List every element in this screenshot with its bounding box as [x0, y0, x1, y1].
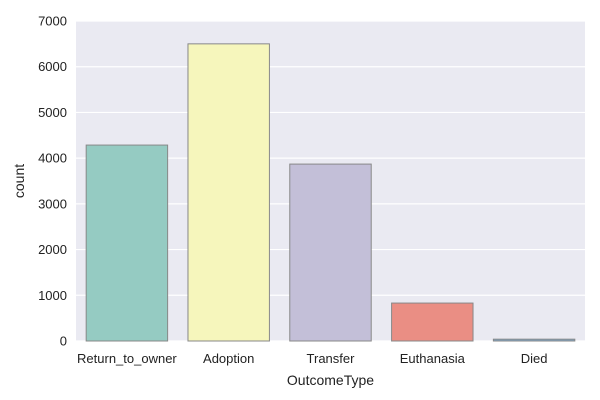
y-tick-label: 5000: [38, 105, 67, 120]
x-tick-labels: Return_to_owner Adoption Transfer Euthanasi…: [77, 351, 547, 366]
bars: [85, 43, 576, 342]
x-tick-label: Euthanasia: [400, 351, 466, 366]
bar-euthanasia: [391, 302, 474, 342]
bar-transfer: [289, 163, 372, 342]
x-tick-label: Return_to_owner: [77, 351, 177, 366]
y-tick-label: 6000: [38, 59, 67, 74]
y-tick-label: 2000: [38, 242, 67, 257]
y-tick-label: 1000: [38, 288, 67, 303]
y-tick-label: 4000: [38, 151, 67, 166]
bar-adoption: [187, 43, 270, 342]
y-axis-label: count: [11, 164, 27, 198]
bar-return-to-owner: [85, 144, 169, 342]
x-tick-label: Adoption: [203, 351, 254, 366]
x-tick-label: Died: [521, 351, 548, 366]
bar-died: [492, 338, 576, 342]
y-tick-label: 3000: [38, 196, 67, 211]
y-tick-labels: 0 1000 2000 3000 4000 5000 6000 7000: [38, 14, 67, 349]
y-tick-label: 0: [60, 334, 67, 349]
x-tick-label: Transfer: [307, 351, 356, 366]
x-axis-label: OutcomeType: [287, 372, 374, 388]
y-tick-label: 7000: [38, 14, 67, 29]
